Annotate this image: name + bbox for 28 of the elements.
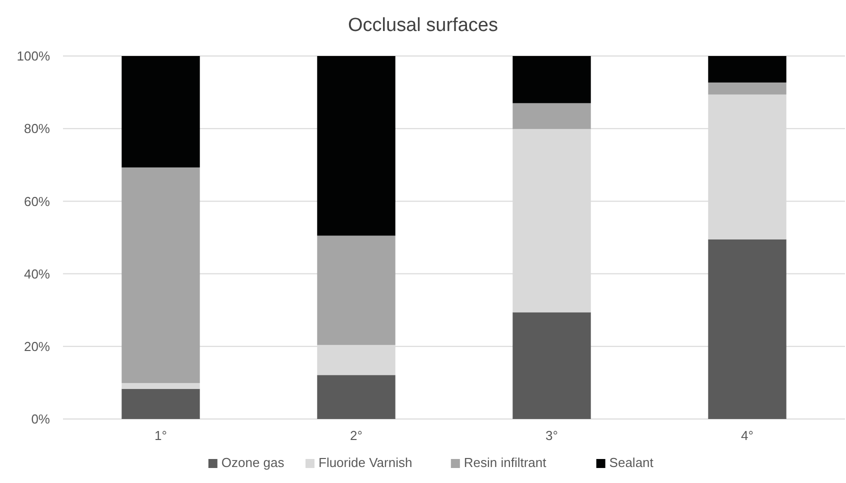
y-tick-label: 40% <box>24 266 50 282</box>
bar <box>317 236 396 345</box>
legend-label: Fluoride Varnish <box>318 455 412 470</box>
bar <box>512 103 591 129</box>
bar <box>708 239 786 419</box>
bar <box>317 375 396 419</box>
y-tick-label: 20% <box>24 338 50 354</box>
legend-label: Sealant <box>609 455 654 470</box>
y-tick-label: 0% <box>31 412 50 427</box>
chart-title: Occlusal surfaces <box>348 15 498 36</box>
y-tick-label: 60% <box>24 194 50 209</box>
bar <box>708 56 786 82</box>
bar <box>122 56 200 168</box>
bar <box>122 167 200 384</box>
x-tick-label: 1° <box>154 428 167 443</box>
bar <box>708 82 786 94</box>
x-tick-label: 2° <box>350 428 362 443</box>
x-tick-label: 4° <box>741 428 754 443</box>
bar <box>122 383 200 389</box>
y-tick-label: 80% <box>24 121 50 136</box>
y-tick-label: 100% <box>16 48 50 64</box>
bar <box>122 388 200 419</box>
legend-label: Ozone gas <box>221 455 285 470</box>
legend-label: Resin infiltrant <box>464 455 547 470</box>
bar <box>512 56 591 104</box>
bar <box>317 56 396 236</box>
x-tick-label: 3° <box>546 428 558 443</box>
bar <box>512 312 591 419</box>
